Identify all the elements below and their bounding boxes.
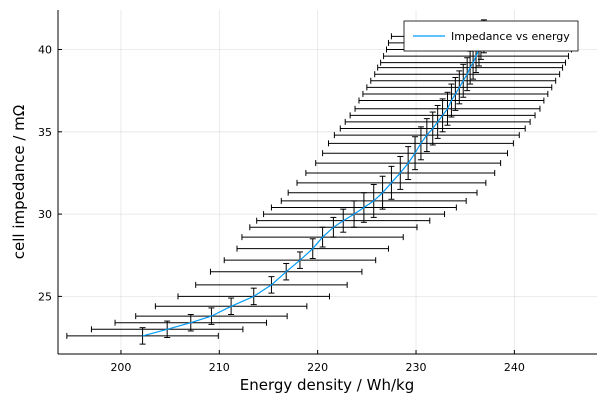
x-axis-title: Energy density / Wh/kg <box>240 376 414 394</box>
grid <box>58 10 597 354</box>
x-tick-label: 240 <box>504 361 525 374</box>
x-tick-label: 220 <box>307 361 328 374</box>
y-tick-label: 30 <box>38 208 52 221</box>
x-tick-label: 200 <box>110 361 131 374</box>
legend-label: Impedance vs energy <box>451 30 570 43</box>
error-bars <box>66 19 577 345</box>
y-tick-label: 35 <box>38 126 52 139</box>
series-line <box>142 36 485 337</box>
series-line-layer <box>142 36 485 337</box>
y-ticks: 25 30 35 40 <box>38 44 62 303</box>
x-ticks: 200 210 220 230 240 <box>110 350 525 374</box>
y-tick-label: 40 <box>38 44 52 57</box>
x-tick-label: 230 <box>406 361 427 374</box>
axes <box>57 10 597 355</box>
y-tick-label: 25 <box>38 290 52 303</box>
y-axis-title: cell impedance / mΩ <box>10 105 28 259</box>
x-tick-label: 210 <box>209 361 230 374</box>
legend: Impedance vs energy <box>403 20 579 52</box>
